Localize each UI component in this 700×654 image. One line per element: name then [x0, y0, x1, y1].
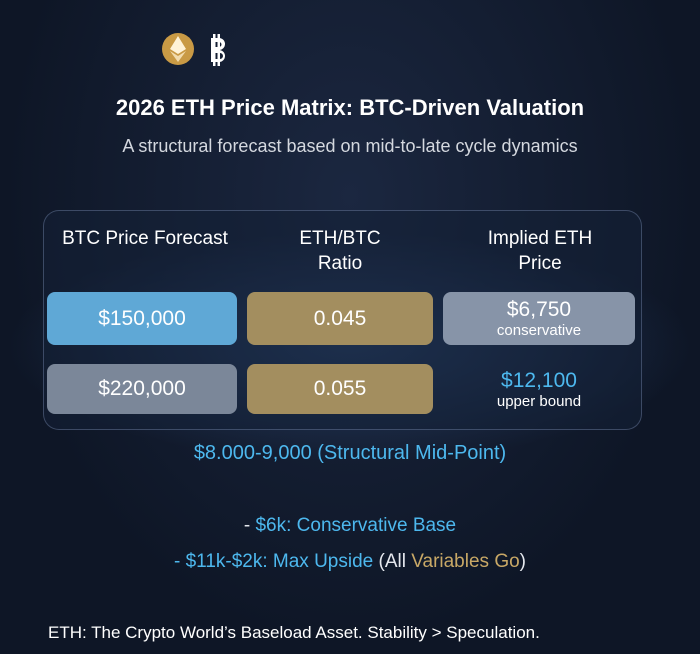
cell-value: $12,100 [501, 368, 577, 392]
bullet-segment: ) [519, 551, 526, 572]
title: 2026 ETH Price Matrix: BTC-Driven Valuat… [115, 95, 585, 120]
bullet-segment: - $11k-$2k: Max Upside [174, 551, 374, 572]
bullet-segment: Variables Go [411, 551, 520, 572]
cell-note: conservative [496, 322, 582, 339]
bullet-segment: (All [373, 551, 412, 572]
cell: 0.055 [247, 364, 433, 414]
footer: ETH: The Crypto World’s Baseload Asset. … [48, 623, 540, 642]
cell: $12,100 upper bound [443, 364, 635, 414]
bullet-segment: - [243, 515, 256, 536]
cell: $150,000 [47, 292, 237, 345]
cell-value: $6,750 [506, 298, 572, 321]
cell-value: 0.045 [313, 306, 367, 330]
cell: $220,000 [47, 364, 237, 414]
cell-value: $220,000 [98, 377, 186, 400]
midpoint: $8.000-9,000 (Structural Mid-Point) [193, 442, 507, 464]
column-header: Implied ETH Price [487, 228, 593, 274]
cell-value: $150,000 [98, 306, 186, 330]
column-header: ETH/BTC Ratio [299, 228, 381, 274]
coin-icons [162, 33, 225, 66]
bullet-segment: $6k: Conservative Base [255, 515, 457, 536]
cell-note: upper bound [496, 392, 582, 410]
cell: $6,750 conservative [443, 292, 635, 345]
bullet: - $11k-$2k: Max Upside (All Variables Go… [0, 551, 700, 573]
subtitle: A structural forecast based on mid-to-la… [122, 136, 578, 156]
cell-value: 0.055 [313, 377, 367, 400]
bullet: - $6k: Conservative Base [0, 515, 700, 537]
cell: 0.045 [247, 292, 433, 345]
column-header: BTC Price Forecast [62, 228, 228, 249]
